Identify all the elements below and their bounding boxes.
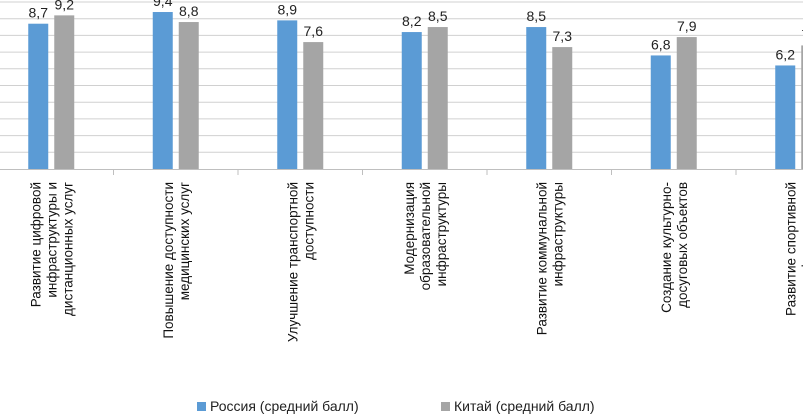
category-label-line: Развитие цифровой <box>28 182 43 307</box>
category-label-line: инфраструктуры <box>434 182 449 286</box>
data-label: 9,2 <box>55 0 75 12</box>
category-label-line: инфраструктуры <box>799 182 803 286</box>
category-label: Улучшение транспортнойдоступности <box>285 182 316 342</box>
category-label: Развитие спортивнойинфраструктуры <box>783 182 803 316</box>
category-label-line: инфраструктуры <box>550 182 565 286</box>
category-label-line: образовательной <box>418 182 433 290</box>
data-labels: 8,7 9,2 9,4 8,8 8,9 7,6 8,2 8,5 8,5 7,3 6,8 7,9 6,2 7… <box>29 0 803 62</box>
bar-russia <box>526 27 547 169</box>
data-label: 9,4 <box>153 0 173 9</box>
bar-china <box>178 22 199 170</box>
data-label: 7,4 <box>802 26 803 42</box>
category-label-line: досуговых объектов <box>675 182 690 308</box>
data-label: 8,8 <box>179 3 199 19</box>
gridlines <box>0 1 803 175</box>
category-label-line: Развитие коммунальной <box>534 182 549 335</box>
legend: Россия (средний балл) Китай (средний балл… <box>197 398 595 414</box>
bar-china <box>552 47 573 170</box>
category-label: Модернизацияобразовательнойинфраструктур… <box>402 182 449 290</box>
category-label-line: Развитие спортивной <box>783 182 798 316</box>
legend-swatch <box>197 402 206 411</box>
data-label: 8,7 <box>29 5 49 21</box>
data-label: 8,2 <box>402 13 422 29</box>
bar-china <box>303 42 324 169</box>
data-label: 6,2 <box>776 46 796 62</box>
category-label-line: Повышение доступности <box>161 182 176 339</box>
bar-russia <box>152 12 173 169</box>
data-label: 8,5 <box>527 8 547 24</box>
data-label: 6,8 <box>651 36 671 52</box>
category-label: Развитие коммунальнойинфраструктуры <box>534 182 565 335</box>
legend-label: Китай (средний балл) <box>454 398 595 414</box>
category-label-line: доступности <box>301 182 316 260</box>
category-label: Создание культурно-досуговых объектов <box>659 182 690 313</box>
legend-swatch <box>441 402 450 411</box>
bar-china <box>427 27 448 169</box>
data-label: 7,6 <box>304 23 324 39</box>
category-label-line: инфраструктуры и <box>44 182 59 298</box>
category-label-line: Улучшение транспортной <box>285 182 300 342</box>
data-label: 8,9 <box>278 1 298 17</box>
bar-russia <box>277 20 298 170</box>
bar-russia <box>650 55 671 169</box>
category-labels: Развитие цифровойинфраструктуры идистанц… <box>28 182 803 342</box>
bars <box>28 12 803 170</box>
bar-china <box>54 15 75 169</box>
bar-china <box>801 45 803 169</box>
data-label: 8,5 <box>428 8 448 24</box>
bar-china <box>676 37 697 169</box>
category-label: Повышение доступностимедицинских услуг <box>161 182 192 339</box>
legend-label: Россия (средний балл) <box>210 398 359 414</box>
category-label: Развитие цифровойинфраструктуры идистанц… <box>28 182 75 316</box>
category-label-line: дистанционных услуг <box>60 182 75 316</box>
bar-russia <box>401 32 422 170</box>
category-label-line: Создание культурно- <box>659 182 674 313</box>
bar-russia <box>28 23 49 170</box>
data-label: 7,9 <box>677 18 697 34</box>
data-label: 7,3 <box>553 28 573 44</box>
category-label-line: медицинских услуг <box>177 182 192 300</box>
category-label-line: Модернизация <box>402 182 417 275</box>
bar-russia <box>775 65 796 169</box>
